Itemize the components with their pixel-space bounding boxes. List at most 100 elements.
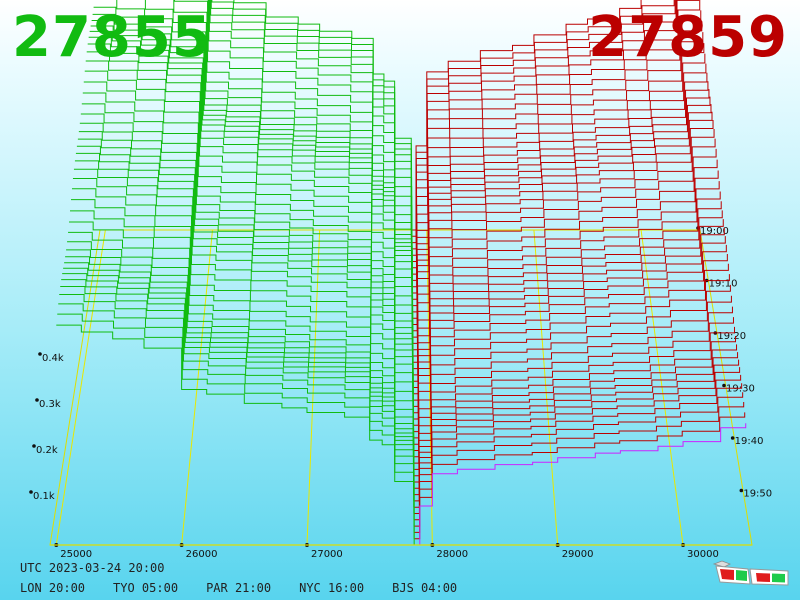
bid-depth-line: [208, 0, 413, 268]
bid-depth-line: [70, 199, 414, 451]
ask-depth-line: [414, 412, 746, 540]
ask-depth-line: [412, 120, 714, 344]
volume-tick-label: 0.4k: [42, 353, 64, 364]
ask-depth-line: [412, 159, 718, 370]
tz-lon: LON 20:00: [20, 581, 86, 595]
bid-depth-line: [88, 36, 413, 338]
bid-depth-line: [68, 231, 414, 470]
ask-depth-line: [413, 201, 722, 395]
ask-depth-line: [413, 263, 729, 439]
bid-depth-line: [75, 152, 414, 419]
ask-depth-line: [413, 274, 730, 445]
bid-depth-line: [71, 188, 414, 445]
bid-depth-line: [80, 113, 414, 388]
price-tick-label: 25000: [60, 549, 92, 560]
bid-depth-line: [209, 0, 412, 256]
bid-depth-line: [73, 168, 414, 432]
time-tick-label: 19:30: [726, 384, 755, 395]
bid-depth-line: [93, 6, 413, 306]
ask-depth-line: [413, 219, 724, 407]
volume-tick-label: 0.2k: [36, 445, 58, 456]
ask-depth-line: [414, 367, 741, 508]
bid-depth-line: [67, 241, 415, 476]
bid-depth-line: [211, 0, 412, 237]
bid-depth-line: [208, 0, 413, 262]
price-tick-label: 29000: [562, 549, 594, 560]
bid-depth-line: [91, 20, 413, 319]
ask-depth-line: [412, 10, 702, 269]
ask-depth-line: [413, 244, 727, 426]
ask-depth-line: [413, 236, 726, 420]
bid-depth-line: [207, 0, 413, 275]
time-tick-label: 19:50: [743, 489, 772, 500]
utc-timestamp: UTC 2023-03-24 20:00: [20, 561, 165, 575]
ask-depth-line: [412, 32, 704, 281]
bid-depth-line: [61, 279, 415, 514]
ask-depth-line: [412, 63, 707, 300]
ask-depth-line: [414, 326, 735, 477]
volume-tick: [29, 490, 33, 494]
time-tick-label: 19:10: [709, 279, 738, 290]
tz-nyc: NYC 16:00: [299, 581, 365, 595]
ask-depth-line: [412, 96, 711, 325]
bid-depth-line: [62, 273, 415, 508]
ask-depth-line: [412, 89, 710, 319]
bid-depth-line: [64, 262, 415, 495]
ask-depth-line: [411, 0, 642, 231]
volume-tick: [35, 398, 39, 402]
bid-depth-line: [144, 0, 413, 293]
ask-depth-line: [412, 111, 713, 338]
volume-tick: [32, 444, 36, 448]
ask-depth-line: [412, 72, 708, 307]
volume-tick-label: 0.1k: [33, 491, 55, 502]
price-tick-label: 28000: [436, 549, 468, 560]
bid-depth-line: [92, 13, 413, 312]
bid-depth-line: [81, 103, 414, 382]
bid-depth-line: [87, 43, 413, 344]
price-grid-line: [533, 229, 559, 546]
bid-depth-line: [210, 0, 412, 243]
ask-depth-line: [414, 392, 744, 527]
ask-depth-line: [414, 423, 747, 546]
bid-depth-line: [173, 0, 413, 287]
price-tick-label: 30000: [687, 549, 719, 560]
ask-depth-line: [412, 21, 703, 275]
price-grid-line: [181, 229, 213, 546]
ask-depth-line: [413, 181, 720, 382]
bid-depth-line: [63, 267, 415, 501]
3d-glasses-icon[interactable]: [712, 558, 792, 588]
bid-depth-line: [79, 122, 414, 394]
ask-depth-line: [413, 295, 732, 458]
ask-depth-line: [413, 227, 725, 414]
ask-depth-line: [414, 402, 745, 533]
tz-bjs: BJS 04:00: [392, 581, 458, 595]
bid-depth-line: [210, 0, 412, 249]
ask-depth-line: [412, 53, 706, 294]
time-tick-label: 19:40: [735, 436, 764, 447]
bid-depth-line: [59, 294, 415, 527]
ask-depth-line: [411, 0, 677, 250]
ask-depth-line: [413, 254, 728, 433]
bid-depth-line: [84, 70, 413, 363]
bid-depth-line: [83, 81, 414, 369]
bid-depth-line: [174, 0, 413, 281]
bid-depth-line: [60, 285, 415, 520]
bid-depth-line: [70, 210, 414, 457]
time-tick-label: 19:20: [717, 331, 746, 342]
ask-depth-line: [412, 128, 715, 351]
tz-tyo: TYO 05:00: [113, 581, 179, 595]
volume-tick-label: 0.3k: [39, 399, 61, 410]
volume-tick: [38, 352, 42, 356]
bid-depth-line: [77, 138, 414, 407]
tz-par: PAR 21:00: [206, 581, 272, 595]
ask-depth-line: [413, 284, 731, 451]
bid-depth-line: [58, 303, 415, 533]
ask-depth-line: [412, 138, 716, 357]
ask-depth-line: [412, 43, 705, 288]
ask-depth-line: [411, 0, 676, 244]
ask-depth-line: [414, 383, 743, 521]
bid-depth-line: [233, 0, 412, 230]
bid-depth-line: [57, 313, 415, 539]
ask-depth-line: [414, 352, 739, 496]
